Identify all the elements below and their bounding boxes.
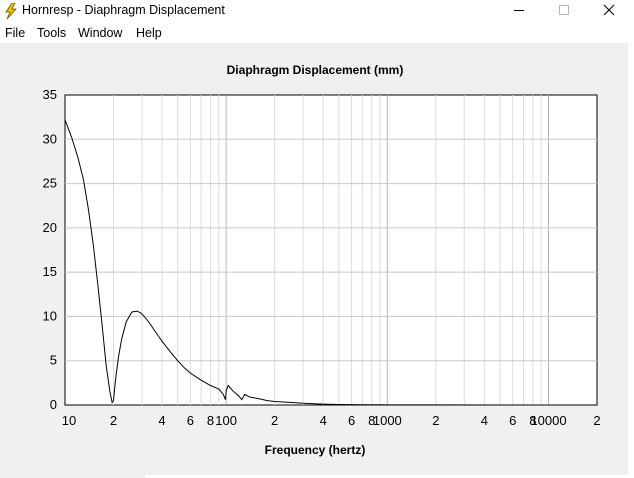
menu-window[interactable]: Window [78, 26, 123, 40]
menu-bar: File Tools Window Help [0, 23, 634, 43]
x-tick-label: 4 [158, 413, 165, 428]
close-icon [603, 3, 615, 21]
plot-area [64, 94, 598, 406]
menu-file[interactable]: File [5, 26, 26, 40]
x-tick-label: 2 [271, 413, 278, 428]
x-tick-label: 6 [187, 413, 194, 428]
x-tick-label: 8 [529, 413, 536, 428]
x-axis-label: Frequency (hertz) [265, 443, 366, 457]
minimize-icon [513, 3, 525, 21]
x-tick-label: 2 [593, 413, 600, 428]
minimize-button[interactable] [496, 0, 542, 23]
y-tick-label: 20 [43, 220, 57, 235]
lightning-bolt-icon [3, 2, 19, 20]
x-tick-label: 4 [481, 413, 488, 428]
window-edge-bottom [145, 475, 628, 478]
x-tick-label: 8 [368, 413, 375, 428]
displacement-chart: Diaphragm Displacement (mm) 0 5 10 15 20 25 30… [43, 63, 601, 457]
title-bar[interactable]: Hornresp - Diaphragm Displacement [0, 0, 634, 23]
maximize-icon [558, 3, 570, 21]
x-tick-label: 10 [62, 413, 76, 428]
y-tick-label: 25 [43, 176, 57, 191]
close-button[interactable] [586, 0, 632, 23]
x-tick-label: 2 [432, 413, 439, 428]
displacement-series-line [64, 119, 577, 406]
window-edge-right [628, 43, 634, 478]
y-tick-label: 0 [50, 397, 57, 412]
x-tick-label: 8 [207, 413, 214, 428]
x-tick-label: 6 [348, 413, 355, 428]
y-tick-label: 15 [43, 264, 57, 279]
y-tick-label: 35 [43, 87, 57, 102]
chart-window-client-area: Diaphragm Displacement (mm) 0 5 10 15 20 25 30… [0, 43, 634, 478]
menu-help[interactable]: Help [136, 26, 162, 40]
y-axis-tick-labels: 0 5 10 15 20 25 30 35 [43, 87, 57, 412]
chart-title: Diaphragm Displacement (mm) [227, 63, 404, 77]
y-tick-label: 5 [50, 353, 57, 368]
x-tick-label: 1000 [373, 413, 402, 428]
grid-lines [65, 95, 597, 405]
menu-tools[interactable]: Tools [37, 26, 67, 40]
maximize-button[interactable] [541, 0, 587, 23]
y-tick-label: 30 [43, 131, 57, 146]
x-tick-label: 2 [110, 413, 117, 428]
window-title: Hornresp - Diaphragm Displacement [22, 3, 225, 17]
y-tick-label: 10 [43, 308, 57, 323]
x-tick-label: 6 [509, 413, 516, 428]
x-tick-label: 100 [215, 413, 237, 428]
x-tick-label: 4 [320, 413, 327, 428]
x-tick-label: 10000 [530, 413, 566, 428]
